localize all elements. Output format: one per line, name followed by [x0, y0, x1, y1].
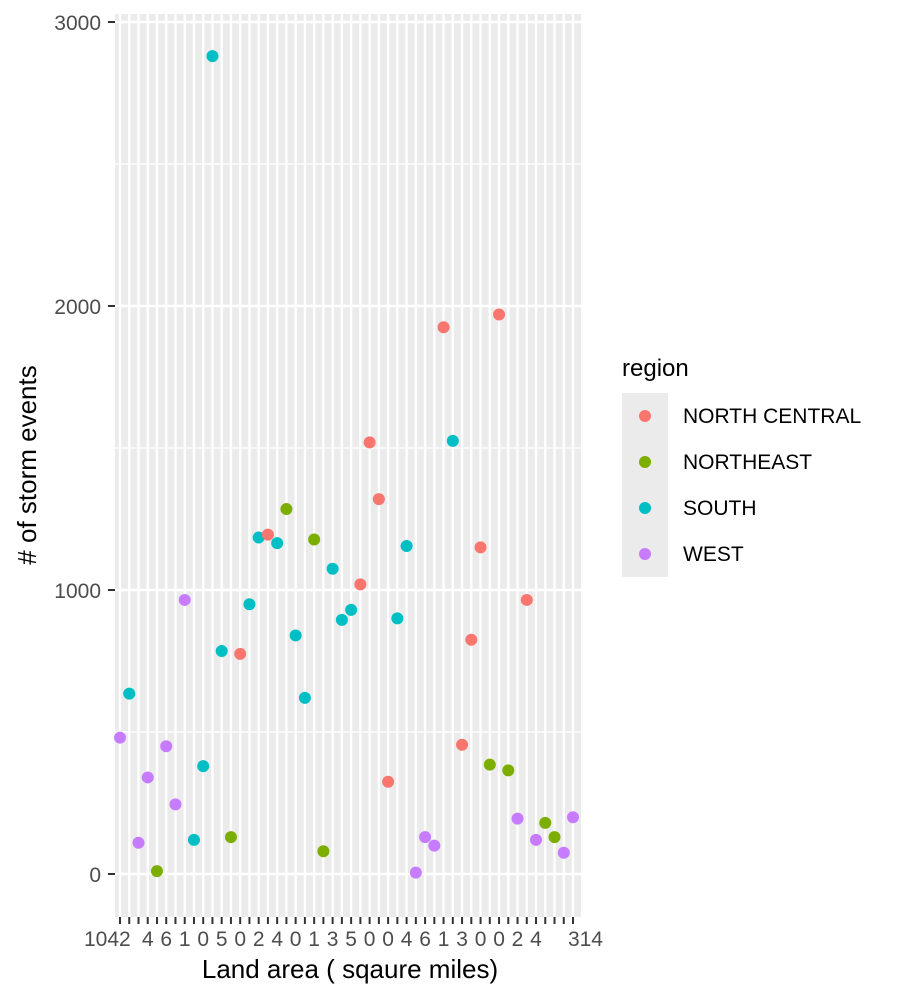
data-point — [493, 308, 506, 321]
data-point — [428, 839, 441, 852]
x-tick-label: 3 — [327, 928, 339, 951]
data-point — [391, 612, 404, 625]
x-tick-label: 0 — [382, 928, 394, 951]
data-point — [187, 833, 200, 846]
data-point — [234, 647, 247, 660]
data-point — [224, 831, 237, 844]
data-point — [308, 533, 321, 546]
legend-key — [639, 410, 651, 422]
data-point — [446, 434, 459, 447]
grid-x — [118, 14, 575, 917]
x-tick-label: 2 — [253, 928, 265, 951]
x-tick-label: 1 — [438, 928, 450, 951]
y-tick-label: 3000 — [54, 12, 101, 35]
x-tick-label: 0 — [197, 928, 209, 951]
x-tick-label: 0 — [290, 928, 302, 951]
legend-key-background — [622, 393, 668, 577]
x-tick-label: 2 — [512, 928, 524, 951]
data-point — [437, 321, 450, 334]
y-tick-label: 0 — [89, 864, 101, 887]
x-tick-label: 314 — [568, 928, 603, 951]
data-point — [123, 687, 136, 700]
x-tick-label: 0 — [475, 928, 487, 951]
grid-major-y — [115, 20, 581, 876]
legend: region NORTH CENTRAL NORTHEAST SOUTH WEST — [622, 355, 861, 577]
data-point — [363, 436, 376, 449]
x-tick-label: 4 — [271, 928, 283, 951]
data-point — [215, 645, 228, 658]
data-point — [252, 531, 265, 544]
data-point — [502, 764, 515, 777]
data-point — [169, 798, 182, 811]
data-point — [197, 760, 210, 773]
data-point — [382, 775, 395, 788]
data-points — [114, 50, 579, 879]
data-point — [567, 811, 579, 824]
y-tick-label: 1000 — [54, 580, 101, 603]
data-point — [178, 593, 191, 606]
data-point — [530, 833, 543, 846]
data-point — [335, 613, 348, 626]
data-point — [419, 831, 432, 844]
data-point — [160, 740, 173, 753]
y-axis-title: # of storm events — [12, 365, 42, 564]
data-point — [114, 731, 126, 744]
x-tick-label: 0 — [493, 928, 505, 951]
data-point — [465, 633, 478, 646]
x-tick-label: 5 — [345, 928, 357, 951]
data-point — [456, 738, 469, 751]
legend-label: NORTH CENTRAL — [683, 405, 861, 428]
y-axis: 0 1000 2000 3000 — [54, 12, 115, 887]
x-tick-label: 1 — [179, 928, 191, 951]
data-point — [280, 503, 293, 516]
legend-key — [639, 502, 651, 514]
x-tick-label: 0 — [364, 928, 376, 951]
data-point — [141, 771, 154, 784]
x-tick-label: 5 — [216, 928, 228, 951]
data-point — [326, 562, 339, 575]
legend-key — [639, 456, 651, 468]
x-tick-label: 1042 — [84, 928, 131, 951]
data-point — [317, 845, 330, 858]
x-tick-label: 4 — [530, 928, 542, 951]
data-point — [400, 539, 413, 552]
x-tick-label: 3 — [456, 928, 468, 951]
data-point — [150, 865, 163, 878]
legend-label: WEST — [683, 543, 744, 566]
data-point — [511, 812, 524, 825]
data-point — [354, 578, 367, 591]
data-point — [520, 593, 533, 606]
data-point — [289, 629, 302, 642]
legend-key — [639, 548, 651, 560]
data-point — [345, 603, 358, 616]
x-tick-label: 6 — [160, 928, 172, 951]
y-tick-label: 2000 — [54, 296, 101, 319]
x-tick-label: 4 — [401, 928, 413, 951]
x-tick-label: 0 — [234, 928, 246, 951]
data-point — [483, 758, 496, 771]
data-point — [298, 691, 311, 704]
data-point — [409, 866, 422, 879]
data-point — [132, 836, 145, 849]
data-point — [474, 541, 487, 554]
data-point — [557, 846, 570, 859]
data-point — [548, 831, 561, 844]
x-tick-label: 1 — [308, 928, 320, 951]
data-point — [261, 528, 274, 541]
grid-minor-y — [115, 163, 581, 733]
data-point — [206, 50, 219, 63]
legend-label: SOUTH — [683, 497, 757, 520]
x-tick-label: 4 — [142, 928, 154, 951]
data-point — [243, 598, 256, 611]
x-axis-title: Land area ( sqaure miles) — [202, 954, 498, 984]
legend-title: region — [622, 355, 689, 382]
data-point — [372, 493, 385, 506]
data-point — [539, 816, 552, 829]
legend-label: NORTHEAST — [683, 451, 812, 474]
x-tick-label: 6 — [419, 928, 431, 951]
data-point — [271, 537, 284, 550]
